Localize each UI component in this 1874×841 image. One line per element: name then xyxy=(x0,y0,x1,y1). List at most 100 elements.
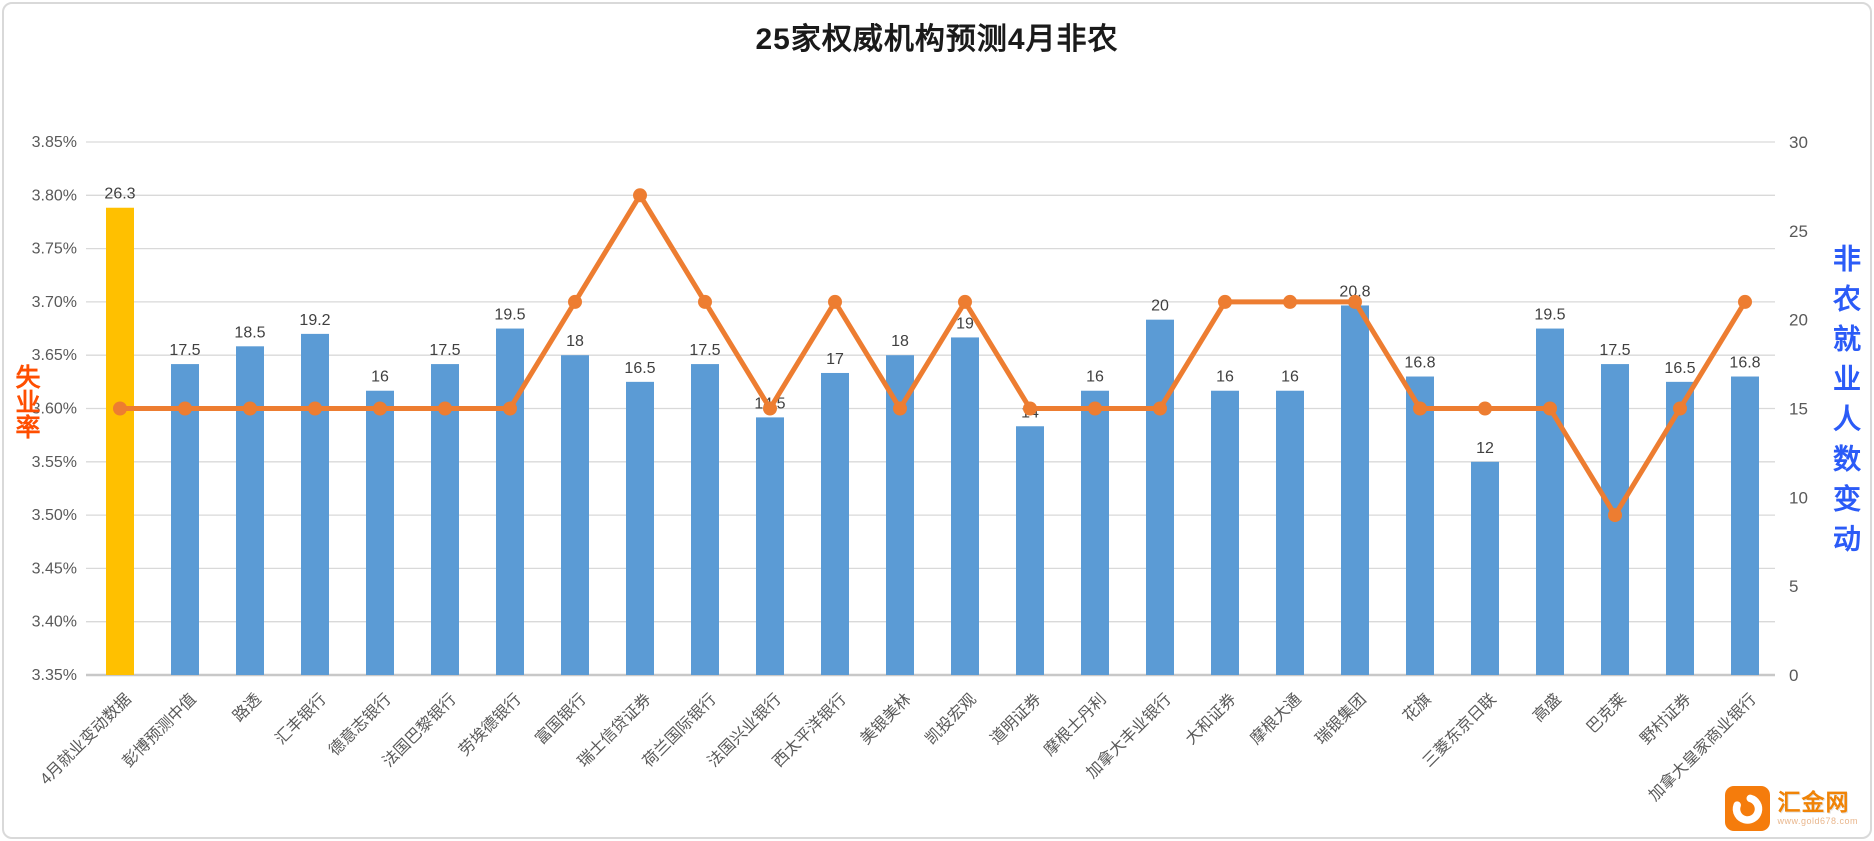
line-point xyxy=(893,401,907,416)
x-category-label: 路透 xyxy=(229,690,264,725)
line-point xyxy=(1218,294,1232,309)
bar-value-label: 19 xyxy=(956,315,974,332)
bar xyxy=(1731,376,1759,675)
bar-value-label: 16.5 xyxy=(1664,360,1695,377)
bar xyxy=(431,364,459,675)
bar xyxy=(626,381,654,675)
x-category-label: 富国银行 xyxy=(532,690,590,748)
line-point xyxy=(1673,401,1687,416)
right-tick-label: 5 xyxy=(1789,577,1798,596)
bar xyxy=(561,355,589,675)
x-category-label: 道明证券 xyxy=(987,690,1045,748)
left-tick-label: 3.80% xyxy=(32,187,77,204)
bar xyxy=(821,372,849,675)
right-tick-label: 10 xyxy=(1789,488,1808,507)
bar-value-label: 19.5 xyxy=(494,307,525,324)
line-point xyxy=(1348,294,1362,309)
bar xyxy=(1276,390,1304,675)
x-category-label: 4月就业变动数据 xyxy=(37,690,135,788)
bar-value-label: 20 xyxy=(1151,298,1169,315)
bar-value-label: 19.5 xyxy=(1534,307,1565,324)
bar xyxy=(366,390,394,675)
watermark-name: 汇金网 xyxy=(1777,789,1850,815)
bar-value-label: 16.8 xyxy=(1729,355,1760,372)
line-point xyxy=(828,294,842,309)
left-tick-label: 3.85% xyxy=(32,134,77,151)
line-point xyxy=(1608,508,1622,523)
x-category-label: 劳埃德银行 xyxy=(456,690,525,759)
bar xyxy=(1341,305,1369,675)
x-category-label: 美银美林 xyxy=(857,690,915,748)
bar xyxy=(1666,381,1694,675)
x-category-label: 野村证券 xyxy=(1637,690,1695,748)
bar-value-label: 16.5 xyxy=(624,360,655,377)
line-point xyxy=(373,401,387,416)
unemployment-line xyxy=(120,192,1748,518)
left-tick-label: 3.50% xyxy=(32,507,77,524)
bar-value-label: 16 xyxy=(1216,369,1234,386)
x-category-label: 大和证券 xyxy=(1182,690,1240,748)
line-point xyxy=(633,188,647,203)
left-tick-label: 3.60% xyxy=(32,401,77,418)
bar xyxy=(1016,426,1044,675)
line-point xyxy=(113,401,127,416)
right-tick-label: 0 xyxy=(1789,666,1798,685)
line-point xyxy=(1023,401,1037,416)
left-tick-label: 3.55% xyxy=(32,454,77,471)
right-axis-title: 非农就业人数变动 xyxy=(1830,244,1861,564)
bar-value-label: 16 xyxy=(1086,369,1104,386)
watermark-url: www.gold678.com xyxy=(1777,816,1858,826)
bar xyxy=(1081,390,1109,675)
line-point xyxy=(1088,401,1102,416)
line-point xyxy=(1738,294,1752,309)
bar-value-label: 18 xyxy=(566,333,584,350)
huijin-logo-icon xyxy=(1725,786,1771,831)
line-point xyxy=(1153,401,1167,416)
x-category-label: 汇丰银行 xyxy=(272,690,330,748)
bar xyxy=(301,333,329,675)
bar-value-label: 16 xyxy=(1281,369,1299,386)
bar xyxy=(496,328,524,675)
bar-value-label: 17.5 xyxy=(429,342,460,359)
line-point xyxy=(178,401,192,416)
line-point xyxy=(698,294,712,309)
bar-value-label: 12 xyxy=(1476,440,1494,457)
x-category-label: 德意志银行 xyxy=(325,689,395,759)
line-point xyxy=(958,294,972,309)
line-point xyxy=(503,401,517,416)
x-category-label: 摩根大通 xyxy=(1247,690,1305,748)
right-tick-label: 20 xyxy=(1789,311,1808,330)
bar-value-label: 18 xyxy=(891,333,909,350)
bar xyxy=(951,337,979,675)
bar-value-label: 16.8 xyxy=(1404,355,1435,372)
x-category-label: 凯投宏观 xyxy=(922,690,980,748)
right-tick-label: 30 xyxy=(1789,133,1808,152)
left-tick-label: 3.40% xyxy=(32,614,77,631)
line-point xyxy=(243,401,257,416)
x-category-label: 巴克莱 xyxy=(1583,690,1630,737)
left-axis-title: 失业率 xyxy=(12,364,40,439)
chart-title: 25家权威机构预测4月非农 xyxy=(755,23,1119,56)
x-category-label: 瑞银集团 xyxy=(1312,690,1370,748)
watermark: 汇金网 www.gold678.com xyxy=(1725,786,1858,831)
x-category-label: 摩根士丹利 xyxy=(1041,690,1110,759)
x-category-label: 高盛 xyxy=(1529,690,1564,725)
bar xyxy=(171,364,199,675)
bar-value-label: 18.5 xyxy=(234,324,265,341)
left-tick-label: 3.65% xyxy=(32,347,77,364)
bar-value-label: 20.8 xyxy=(1339,283,1370,300)
bar xyxy=(1536,328,1564,675)
bar xyxy=(756,417,784,675)
bar xyxy=(691,364,719,675)
left-tick-label: 3.35% xyxy=(32,667,77,684)
line-point xyxy=(568,294,582,309)
bar-value-label: 26.3 xyxy=(104,186,135,203)
bar xyxy=(1211,390,1239,675)
line-point xyxy=(1543,401,1557,416)
bar-value-label: 16 xyxy=(371,369,389,386)
line-point xyxy=(1283,294,1297,309)
left-tick-label: 3.45% xyxy=(32,560,77,577)
left-tick-label: 3.75% xyxy=(32,241,77,258)
